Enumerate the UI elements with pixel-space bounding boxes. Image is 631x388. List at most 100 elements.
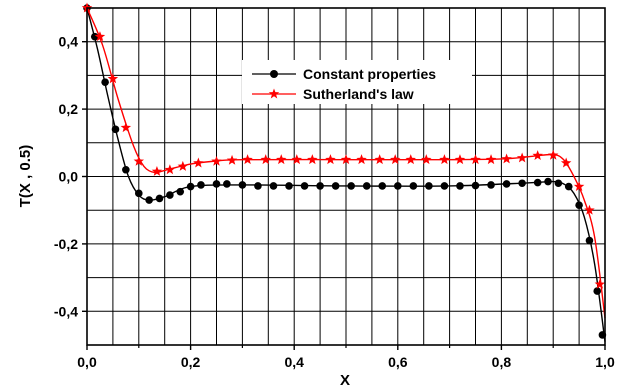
data-point-sutherland (226, 154, 238, 165)
data-point-sutherland (94, 31, 106, 42)
data-point-constant (197, 181, 205, 189)
data-point-constant (487, 181, 495, 189)
data-point-sutherland (242, 154, 253, 165)
data-point-constant (554, 179, 563, 188)
data-point-sutherland (107, 73, 119, 84)
data-point-constant (331, 182, 340, 190)
data-point-constant (212, 180, 221, 188)
data-point-constant (585, 236, 594, 245)
data-point-sutherland (516, 152, 528, 163)
data-point-constant (135, 189, 143, 198)
legend-marker-constant (270, 70, 278, 78)
data-point-constant (176, 187, 185, 196)
data-point-sutherland (133, 155, 145, 166)
y-tick-label: 0,2 (59, 101, 79, 117)
series-sutherland (81, 2, 606, 319)
series-line-sutherland (86, 7, 606, 319)
data-point-sutherland (260, 154, 271, 165)
data-point-sutherland (356, 154, 367, 165)
data-point-constant (518, 179, 526, 188)
data-point-sutherland (573, 181, 585, 192)
data-point-constant (300, 182, 309, 190)
grid (87, 8, 605, 345)
legend: Constant properties Sutherland's law (242, 60, 472, 104)
data-point-sutherland (193, 157, 204, 168)
legend-box (242, 60, 472, 104)
x-tick-label: 1,0 (595, 354, 615, 370)
data-point-sutherland (501, 153, 512, 164)
data-point-constant (186, 182, 195, 191)
data-point-constant (269, 182, 278, 190)
data-point-constant (440, 182, 449, 190)
data-point-constant (111, 125, 120, 134)
data-point-constant (285, 182, 293, 190)
data-point-constant (378, 182, 387, 190)
y-axis-title: T(X , 0.5) (17, 145, 34, 208)
data-point-sutherland (340, 154, 352, 165)
data-point-sutherland (532, 150, 543, 161)
data-point-sutherland (547, 149, 559, 160)
data-point-constant (533, 178, 542, 187)
data-point-sutherland (584, 204, 595, 215)
x-axis-title: X (340, 372, 350, 388)
x-tick-label: 0,4 (284, 354, 304, 370)
data-point-constant (166, 191, 174, 199)
ticks: 0,0 0,2 0,4 0,6 0,8 1,0 -0,4 -0,2 0,0 0,2 0,4 (54, 34, 615, 370)
data-point-constant (101, 78, 109, 86)
data-point-constant (90, 32, 99, 41)
y-tick-label: -0,2 (54, 236, 78, 252)
data-point-constant (362, 182, 371, 190)
data-point-constant (238, 181, 247, 189)
data-point-sutherland (405, 154, 416, 165)
data-point-sutherland (291, 154, 303, 165)
data-point-constant (409, 182, 418, 190)
legend-label-constant: Constant properties (303, 66, 436, 82)
data-point-constant (502, 180, 511, 188)
data-point-sutherland (374, 154, 385, 165)
series-constant (83, 4, 607, 342)
data-point-sutherland (421, 154, 432, 165)
data-point-sutherland (164, 164, 176, 175)
data-point-sutherland (177, 160, 189, 171)
data-point-constant (394, 182, 402, 190)
data-point-constant (145, 196, 153, 204)
data-point-sutherland (389, 154, 401, 165)
data-point-sutherland (276, 154, 287, 165)
data-point-constant (254, 182, 262, 190)
data-point-constant (223, 180, 231, 188)
data-point-constant (425, 182, 433, 190)
data-point-sutherland (151, 165, 163, 176)
data-point-constant (575, 201, 583, 209)
series-line-constant (86, 7, 606, 342)
data-point-sutherland (454, 154, 466, 165)
y-tick-label: -0,4 (54, 303, 78, 319)
data-point-constant (122, 165, 130, 174)
x-tick-label: 0,8 (492, 354, 512, 370)
legend-label-sutherland: Sutherland's law (303, 86, 414, 102)
legend-marker-sutherland (268, 88, 280, 99)
data-point-constant (564, 182, 573, 191)
data-point-constant (347, 182, 355, 190)
data-point-constant (544, 177, 552, 186)
data-point-constant (471, 181, 480, 190)
data-point-sutherland (560, 157, 572, 168)
data-point-sutherland (485, 154, 497, 165)
x-tick-label: 0,0 (77, 354, 97, 370)
data-point-constant (456, 182, 464, 190)
x-tick-label: 0,2 (181, 354, 201, 370)
data-point-constant (316, 182, 324, 190)
y-tick-label: 0,0 (59, 169, 79, 185)
x-tick-label: 0,6 (388, 354, 408, 370)
series-layer (81, 2, 607, 342)
data-point-sutherland (211, 155, 222, 166)
data-point-sutherland (594, 278, 606, 289)
data-point-sutherland (470, 154, 481, 165)
data-point-sutherland (307, 154, 318, 165)
data-point-sutherland (120, 122, 132, 133)
data-point-sutherland (325, 154, 336, 165)
y-tick-label: 0,4 (59, 34, 79, 50)
data-point-constant (155, 194, 164, 203)
data-point-sutherland (439, 154, 450, 165)
data-point-constant (593, 287, 602, 295)
